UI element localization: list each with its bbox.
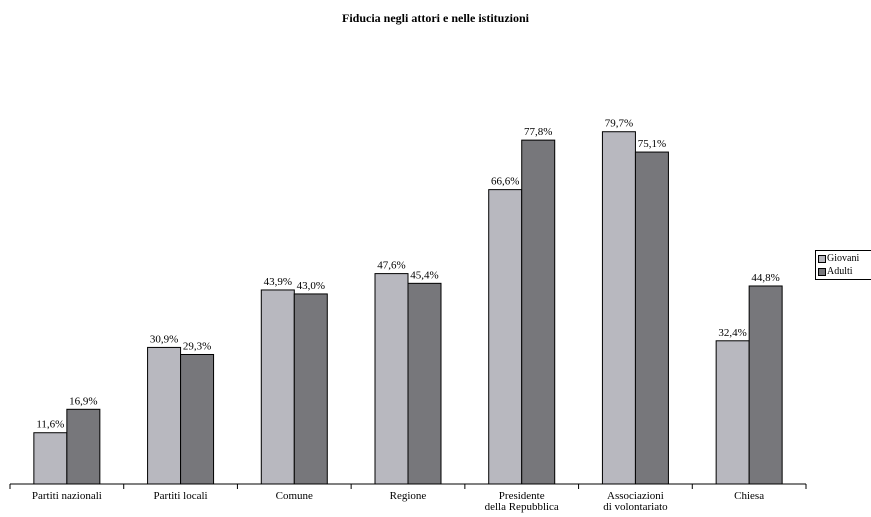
legend-label-adulti: Adulti: [827, 266, 853, 277]
data-label-adulti-partiti-locali: 29,3%: [183, 340, 211, 352]
category-label-partiti-nazionali: Partiti nazionali: [32, 490, 102, 502]
data-labels-layer: 11,6% 16,9% 30,9% 29,3% 43,9% 43,0% 47,6% 45,4%…: [36, 118, 780, 431]
category-label-comune: Comune: [276, 490, 313, 502]
bar-giovani-comune: [260, 289, 295, 485]
bar-adulti-partiti-locali: [180, 353, 215, 485]
data-label-giovani-partiti-locali: 30,9%: [150, 333, 178, 345]
legend-item-giovani: Giovani: [818, 252, 870, 265]
data-label-giovani-regione: 47,6%: [377, 260, 405, 272]
legend-item-adulti: Adulti: [818, 265, 870, 278]
bars-layer: [33, 131, 783, 485]
data-label-giovani-chiesa: 32,4%: [718, 327, 746, 339]
chart-title: Fiducia negli attori e nelle istituzioni: [342, 11, 529, 25]
data-label-adulti-partiti-nazionali: 16,9%: [69, 395, 97, 407]
data-label-adulti-chiesa: 44,8%: [751, 272, 779, 284]
bar-giovani-associazioni-di-volontariato: [601, 131, 636, 485]
category-label-regione: Regione: [390, 490, 427, 502]
data-label-giovani-associazioni-di-volontariato: 79,7%: [605, 118, 633, 130]
data-label-adulti-regione: 45,4%: [410, 269, 438, 281]
bar-adulti-partiti-nazionali: [66, 408, 101, 485]
x-axis-tick-labels: Partiti nazionali Partiti locali Comune Reg…: [32, 490, 764, 513]
legend-label-giovani: Giovani: [827, 253, 860, 264]
data-label-adulti-comune: 43,0%: [297, 280, 325, 292]
bar-adulti-regione: [407, 282, 442, 485]
bar-adulti-chiesa: [748, 285, 783, 485]
legend: Giovani Adulti: [815, 250, 871, 280]
bar-giovani-presidente-della-repubblica: [488, 189, 523, 485]
category-label-chiesa: Chiesa: [734, 490, 764, 502]
bar-giovani-partiti-nazionali: [33, 432, 68, 485]
legend-swatch-adulti: [818, 267, 826, 276]
legend-swatch-giovani: [818, 254, 826, 263]
bar-adulti-presidente-della-repubblica: [521, 139, 556, 485]
bar-giovani-partiti-locali: [147, 346, 182, 485]
bar-giovani-chiesa: [715, 340, 750, 485]
x-axis-ticks: [9, 484, 807, 489]
data-label-giovani-presidente-della-repubblica: 66,6%: [491, 176, 519, 188]
data-label-giovani-comune: 43,9%: [264, 276, 292, 288]
bar-giovani-regione: [374, 273, 409, 485]
data-label-adulti-associazioni-di-volontariato: 75,1%: [638, 138, 666, 150]
category-label-associazioni-di-volontariato: Associazioni di volontariato: [603, 490, 668, 513]
data-label-giovani-partiti-nazionali: 11,6%: [36, 419, 64, 431]
bar-adulti-associazioni-di-volontariato: [634, 151, 669, 485]
bar-adulti-comune: [293, 293, 328, 485]
data-label-adulti-presidente-della-repubblica: 77,8%: [524, 126, 552, 138]
category-label-presidente-della-repubblica: Presidente della Repubblica: [485, 490, 559, 513]
category-label-partiti-locali: Partiti locali: [154, 490, 208, 502]
